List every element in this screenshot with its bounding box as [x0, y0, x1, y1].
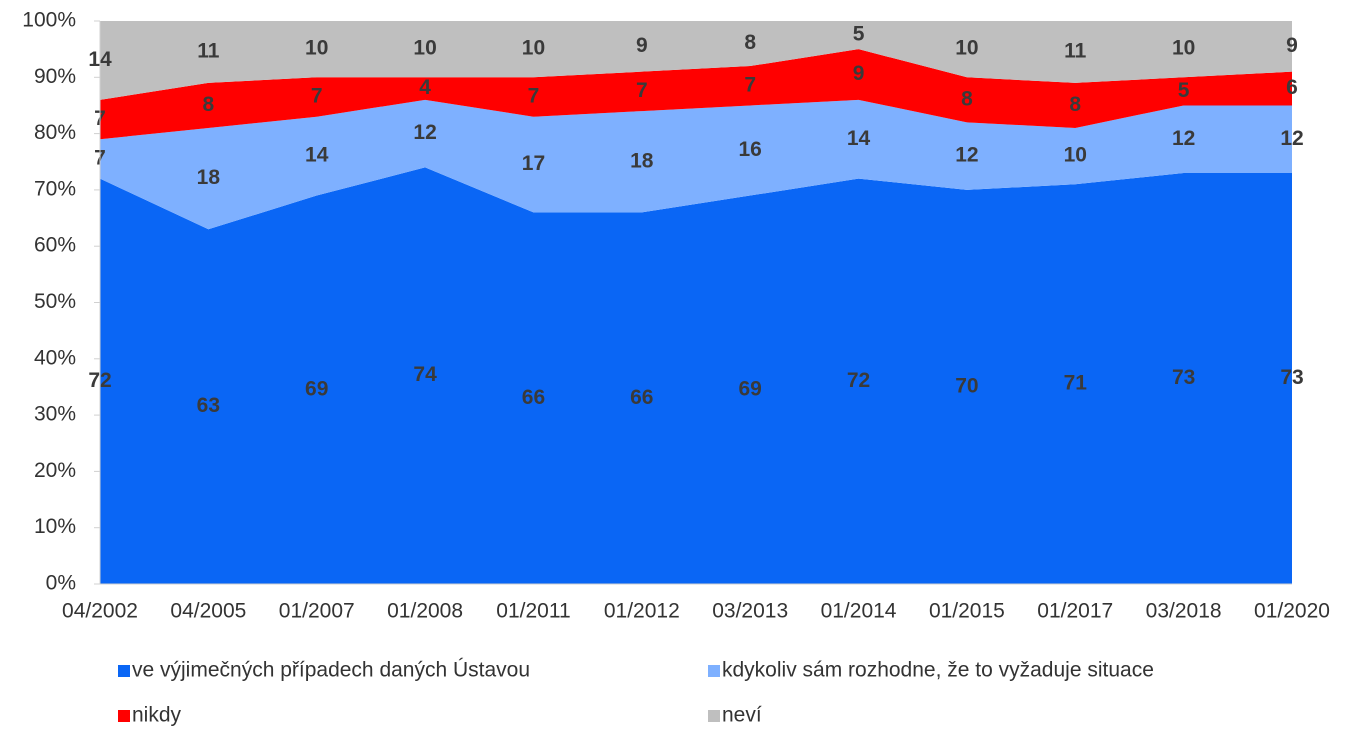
data-label: 12 [1172, 127, 1195, 150]
data-label: 4 [419, 76, 431, 99]
data-label: 12 [955, 144, 978, 167]
data-label: 10 [522, 37, 545, 60]
x-tick-label: 04/2005 [170, 600, 246, 623]
legend-swatch [118, 710, 130, 722]
data-label: 70 [955, 374, 978, 397]
data-label: 11 [197, 40, 220, 63]
data-label: 71 [1064, 372, 1088, 395]
x-tick-label: 01/2008 [387, 600, 463, 623]
y-tick-label: 40% [34, 346, 76, 369]
data-label: 69 [305, 377, 328, 400]
data-label: 72 [847, 369, 870, 392]
x-tick-label: 01/2011 [496, 600, 570, 623]
x-tick-label: 01/2015 [929, 600, 1005, 623]
x-tick-label: 01/2014 [821, 600, 897, 623]
data-label: 11 [1064, 40, 1087, 63]
data-label: 5 [1178, 79, 1190, 102]
data-label: 5 [853, 23, 865, 46]
data-label: 18 [197, 166, 221, 189]
data-label: 73 [1280, 366, 1303, 389]
data-label: 66 [522, 386, 545, 409]
data-label: 9 [636, 34, 648, 57]
data-label: 7 [311, 85, 323, 108]
data-label: 8 [961, 87, 973, 110]
x-tick-label: 03/2013 [712, 600, 788, 623]
data-label: 8 [744, 31, 756, 54]
data-label: 16 [739, 138, 762, 161]
data-label: 17 [522, 152, 545, 175]
legend-label: neví [722, 704, 762, 727]
legend-label: ve výjimečných případech daných Ústavou [132, 659, 530, 682]
data-label: 9 [1286, 34, 1298, 57]
data-label: 9 [853, 62, 865, 85]
x-tick-label: 01/2020 [1254, 600, 1330, 623]
data-label: 12 [1280, 127, 1303, 150]
data-label: 10 [305, 37, 328, 60]
data-label: 7 [744, 73, 756, 96]
data-label: 12 [413, 121, 436, 144]
data-label: 6 [1286, 76, 1298, 99]
y-tick-label: 100% [22, 9, 76, 32]
data-label: 73 [1172, 366, 1195, 389]
y-tick-label: 20% [34, 459, 76, 482]
data-label: 69 [739, 377, 762, 400]
data-label: 8 [1069, 93, 1081, 116]
x-tick-label: 04/2002 [62, 600, 138, 623]
legend-swatch [708, 665, 720, 677]
y-tick-label: 70% [34, 177, 76, 200]
data-label: 66 [630, 386, 653, 409]
data-label: 63 [197, 394, 220, 417]
data-label: 7 [636, 79, 648, 102]
y-tick-label: 10% [34, 515, 76, 538]
y-tick-label: 80% [34, 121, 76, 144]
data-label: 18 [630, 149, 654, 172]
x-tick-label: 01/2007 [279, 600, 355, 623]
data-label: 8 [203, 93, 215, 116]
data-label: 14 [305, 144, 329, 167]
x-tick-label: 03/2018 [1146, 600, 1222, 623]
data-label: 10 [413, 37, 436, 60]
area [100, 49, 1292, 140]
y-tick-label: 50% [34, 290, 76, 313]
legend-label: kdykoliv sám rozhodne, že to vyžaduje si… [722, 659, 1154, 682]
y-tick-label: 0% [46, 572, 76, 595]
x-tick-label: 01/2012 [604, 600, 680, 623]
legend-swatch [708, 710, 720, 722]
y-tick-label: 60% [34, 234, 76, 257]
y-tick-label: 30% [34, 403, 76, 426]
legend-label: nikdy [132, 704, 182, 727]
y-tick-label: 90% [34, 65, 76, 88]
data-label: 10 [955, 37, 978, 60]
area [100, 167, 1292, 584]
data-label: 10 [1064, 144, 1087, 167]
data-label: 7 [528, 85, 540, 108]
legend-swatch [118, 665, 130, 677]
data-label: 74 [413, 363, 437, 386]
area [100, 99, 1292, 230]
data-label: 10 [1172, 37, 1195, 60]
x-tick-label: 01/2017 [1037, 600, 1113, 623]
area [100, 21, 1292, 100]
data-label: 14 [847, 127, 871, 150]
